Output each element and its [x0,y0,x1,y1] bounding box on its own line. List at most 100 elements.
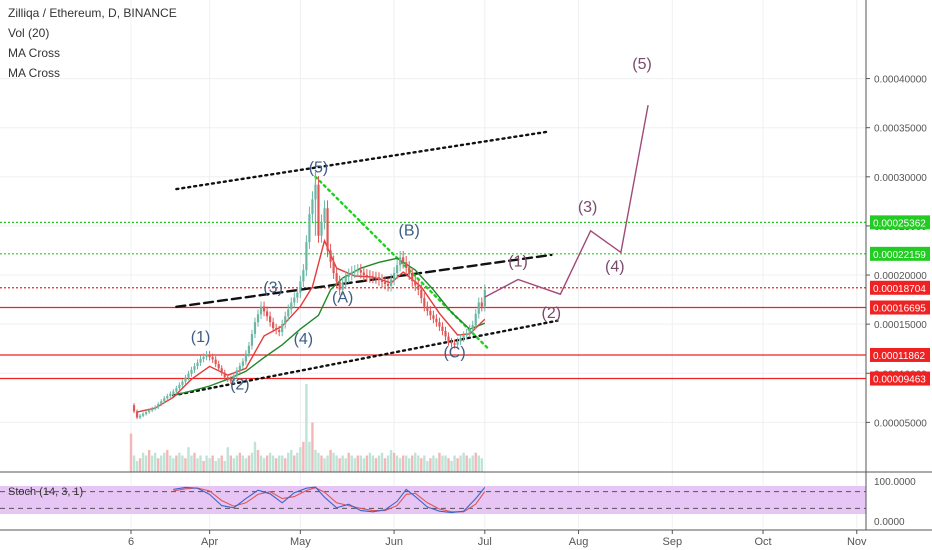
candle-body [157,404,160,408]
candle-body [229,379,232,382]
volume-bar [268,452,272,472]
candle-body [356,270,359,272]
candle-body [417,285,420,290]
candle-body [226,377,229,380]
candle-body [362,272,365,276]
volume-bar [323,458,326,472]
volume-bar [477,455,480,472]
volume-bar [435,458,438,472]
candle-body [305,242,308,271]
volume-bar [341,455,344,472]
candle-body [317,184,320,236]
volume-bar [404,455,408,472]
volume-bar [150,455,154,472]
volume-bar [181,455,184,472]
volume-bar [380,452,384,472]
volume-bar [411,455,414,472]
volume-bar [229,455,232,472]
volume-bar [326,455,329,472]
ma-fast-line [136,238,486,413]
candle-body [196,362,199,367]
volume-bar [377,455,381,472]
candle-body [253,322,257,334]
volume-bar [408,458,411,472]
candle-body [184,377,187,382]
candle-body [193,366,196,370]
candle-body [208,354,211,358]
volume-bar [217,458,220,472]
candle-body [217,363,220,369]
stoch-lines [173,486,486,514]
candle-body [278,330,281,333]
volume-bar [190,455,193,472]
volume-bar [241,455,245,472]
volume-bar [314,450,317,472]
candle-body [405,262,408,268]
price-level-tag [870,300,930,315]
candle-body [323,208,326,222]
volume-bar [438,452,441,472]
volume-bar [208,458,211,472]
candle-body [202,356,205,360]
time-tick-label: Jun [385,536,403,548]
price-tick-label: 0.00015000 [874,320,927,331]
price-level-label: 0.00018704 [873,284,926,295]
projected-wave-label: (1) [508,254,528,271]
wave-label: (2) [230,376,250,393]
volume-bar [271,455,275,472]
candle-body [132,405,136,412]
time-tick-label: Oct [754,536,771,548]
volume-bar [447,458,450,472]
volume-bar [214,461,217,472]
wave-label: (A) [332,290,353,307]
candle-body [435,318,438,323]
candle-body [453,343,456,345]
volume-bar [235,455,239,472]
price-level-label: 0.00016695 [873,303,926,314]
candle-body [399,257,402,266]
volume-bar [129,433,133,472]
volume-bar [287,452,290,472]
volume-bar [141,452,145,472]
candle-body [444,331,447,337]
price-tick-label: 0.00020000 [874,271,927,282]
candle-body [447,336,450,342]
candle-body [138,415,142,418]
wave-label: (B) [399,222,420,239]
volume-bar [244,458,248,472]
candle-body [371,276,375,278]
volume-bar [205,455,208,472]
candle-body [420,289,423,299]
wave-label: (1) [191,329,211,346]
candle-body [284,316,287,325]
indicator-volume: Vol (20) [8,26,50,40]
volume-bar [265,455,269,472]
candle-body [332,261,335,274]
candle-body [262,306,266,312]
candle-body [344,276,347,284]
candle-body [408,267,411,275]
candle-body [320,221,323,236]
candle-body [365,275,368,277]
volume-bar [305,384,308,472]
volume-bar [184,458,187,472]
candle-body [141,413,145,416]
volume-bar [211,455,214,472]
candle-body [374,277,378,279]
volume-bar [138,458,142,472]
stoch-band [0,486,866,514]
stoch-d-line [173,487,486,513]
candle-body [163,398,166,402]
candle-body [465,332,468,336]
candle-body [471,325,474,330]
volume-bar [193,452,196,472]
volume-bar [132,455,136,472]
volume-bar [429,458,432,472]
volume-bar [353,458,356,472]
price-level-lines [0,221,866,380]
candle-body [281,324,284,333]
candle-body [175,388,178,392]
candle-body [383,281,387,284]
